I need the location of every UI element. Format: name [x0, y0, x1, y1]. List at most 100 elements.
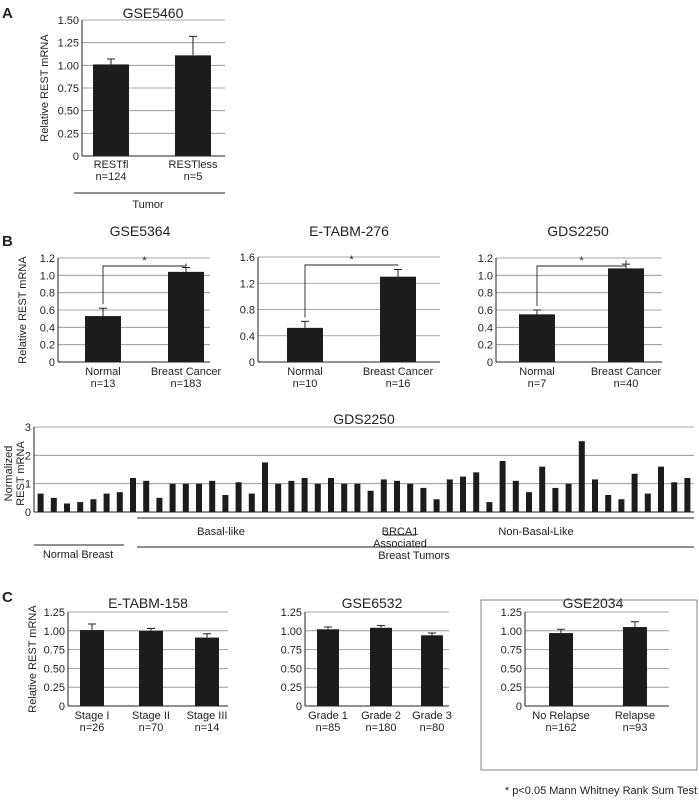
sample-bar: [512, 480, 519, 512]
y-tick-label: 1.2: [40, 253, 55, 265]
y-tick-label: 1.2: [478, 253, 493, 265]
sample-bar: [433, 499, 440, 512]
sample-bar: [367, 490, 374, 512]
sample-size-label: n=80: [420, 722, 445, 734]
sample-bar: [182, 483, 189, 512]
category-label: Normal: [287, 366, 322, 378]
bar: [139, 630, 163, 706]
bar: [80, 630, 104, 706]
y-tick-label: 1.00: [44, 626, 65, 638]
y-tick-label: 0: [516, 701, 522, 713]
sample-bar: [565, 483, 572, 512]
sample-bar: [209, 480, 216, 512]
chart-title: GDS2250: [547, 223, 609, 239]
bar: [623, 627, 647, 706]
error-bar: [533, 309, 541, 315]
y-axis-label-line2: REST mRNA: [15, 441, 27, 506]
category-label: Breast Cancer: [151, 366, 222, 378]
y-tick-label: 0.4: [478, 322, 493, 334]
sample-bar: [235, 482, 242, 512]
sample-bar: [262, 462, 268, 512]
sample-size-label: n=5: [184, 171, 203, 183]
chart-gse5460: GSE5460 0 0.25 0.50 0.75 1.00 1.25 1.50 Relative…: [39, 5, 225, 183]
error-bar: [203, 633, 211, 638]
y-tick-label: 0: [249, 357, 255, 369]
significance-bracket: [304, 264, 399, 318]
y-tick-label: 0.6: [40, 305, 55, 317]
y-tick-label: 0.75: [44, 645, 65, 657]
sample-bar: [380, 479, 387, 512]
sample-bar: [103, 493, 110, 512]
y-tick-label: 0.50: [58, 106, 79, 118]
error-bar: [147, 628, 155, 631]
category-label: RESTless: [169, 159, 218, 171]
error-bar: [394, 268, 402, 277]
error-bar: [99, 307, 107, 317]
sample-bar: [156, 497, 163, 512]
y-tick-label: 1.50: [58, 15, 79, 27]
sample-bar: [90, 499, 97, 512]
sample-bar: [77, 502, 84, 512]
sample-bar: [592, 479, 598, 512]
significance-bracket: [536, 260, 627, 306]
bar: [93, 64, 129, 156]
sample-size-label: n=10: [293, 378, 318, 390]
chart-title: GDS2250: [333, 411, 395, 427]
sample-size-label: n=26: [80, 722, 105, 734]
sample-size-label: n=162: [546, 722, 577, 734]
y-tick-label: 0.4: [240, 331, 255, 343]
significance-marker: *: [142, 255, 147, 267]
sample-size-label: n=93: [623, 722, 648, 734]
sample-bar: [446, 479, 453, 512]
y-tick-label: 0.25: [281, 682, 302, 694]
y-tick-label: 0: [487, 357, 493, 369]
y-tick-label: 1.00: [281, 626, 302, 638]
sample-bar: [50, 497, 57, 512]
sample-size-label: n=16: [386, 378, 411, 390]
sample-bar: [539, 466, 546, 512]
bar: [195, 637, 219, 706]
category-label: Normal: [519, 366, 554, 378]
y-tick-label: 1.25: [44, 607, 65, 619]
sample-bar: [486, 502, 493, 512]
category-label: Grade 3: [412, 710, 452, 722]
sample-bar: [605, 495, 612, 512]
chart-title: GSE5364: [110, 223, 171, 239]
sample-bar: [618, 499, 625, 512]
sample-size-label: n=7: [528, 378, 547, 390]
y-tick-label: 0: [296, 701, 302, 713]
y-axis-label: Relative REST mRNA: [17, 256, 29, 364]
category-label: Grade 2: [361, 710, 401, 722]
chart-gds2250b: GDS2250 0 1 2 3 Normalized REST mRNA Basal-like…: [3, 411, 694, 562]
bar: [317, 629, 339, 706]
y-tick-label: 0: [25, 507, 31, 519]
error-bar: [189, 35, 197, 56]
chart-gse6532: GSE6532 0 0.25 0.50 0.75 1.00 1.25 Grade 1n=85 G…: [281, 595, 452, 734]
panel-label-b: B: [2, 233, 13, 250]
sample-bar: [420, 487, 427, 512]
significance-bracket: [102, 263, 187, 305]
sample-bar: [473, 472, 480, 512]
sample-bar: [196, 483, 202, 512]
sample-size-label: n=14: [195, 722, 220, 734]
bar: [85, 316, 121, 362]
sample-bar: [328, 478, 334, 512]
sample-bar: [499, 461, 506, 512]
y-tick-label: 1.25: [501, 607, 522, 619]
error-bar: [107, 58, 115, 65]
category-label: No Relapse: [532, 710, 589, 722]
bar: [168, 271, 204, 362]
error-bar: [428, 632, 436, 636]
sample-bar: [526, 492, 532, 512]
y-tick-label: 1.2: [240, 278, 255, 290]
y-tick-label: 0.2: [40, 340, 55, 352]
y-tick-label: 0.75: [281, 645, 302, 657]
significance-marker: *: [579, 255, 584, 267]
bar: [370, 627, 392, 706]
group-label-tumors: Breast Tumors: [378, 550, 450, 562]
sample-bar: [130, 478, 136, 512]
